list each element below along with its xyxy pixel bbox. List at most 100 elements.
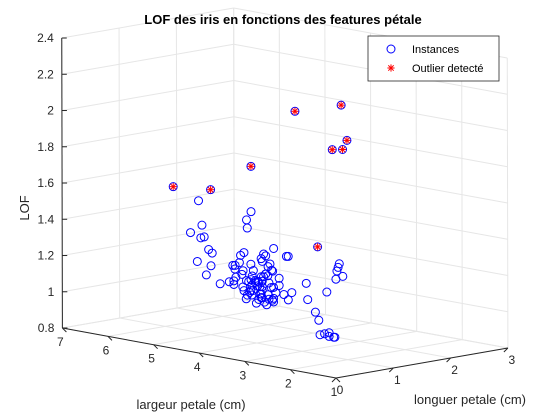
wall-grid-line [61, 80, 234, 112]
wall-grid-line [62, 225, 235, 257]
outlier-point-circle [290, 106, 300, 116]
x-tick-label: 2 [451, 363, 458, 377]
instance-point [334, 259, 344, 269]
x-tick-label: 0 [337, 383, 344, 397]
floor-grid-line [107, 305, 280, 337]
wall-grid-line [62, 297, 235, 329]
y-tick-label: 7 [57, 335, 64, 349]
z-tick-label: 2.4 [37, 31, 54, 45]
wall-grid-line [61, 7, 234, 39]
y-tick-label: 2 [285, 377, 292, 391]
y-tick-label: 1 [331, 385, 338, 399]
instance-point [246, 275, 256, 285]
wall-grid-line [234, 225, 508, 276]
instance-point [229, 276, 239, 286]
instance-point [241, 215, 251, 225]
instance-point [186, 228, 196, 238]
instance-point [259, 272, 269, 282]
outlier-point-circle [246, 161, 256, 171]
instance-point [255, 289, 265, 299]
y-tick-mark [62, 327, 67, 333]
legend-circle-marker [386, 44, 396, 54]
instance-point [230, 264, 240, 274]
instance-point [301, 278, 311, 288]
outlier-point-asterisk [337, 101, 345, 109]
chart-title: LOF des iris en fonctions des features p… [144, 12, 421, 27]
instance-point [324, 331, 334, 341]
instance-point [201, 270, 211, 280]
z-tick-label: 1.6 [37, 176, 54, 190]
wall-grid-line [61, 116, 234, 148]
legend-entry-instances: Instances [386, 44, 460, 56]
instance-point [236, 250, 246, 260]
x-axis-line [335, 347, 508, 379]
wall-grid-line [62, 261, 235, 293]
instance-point [303, 295, 313, 305]
outlier-point-asterisk [328, 146, 336, 154]
y-tick-mark [153, 344, 158, 350]
instance-point [194, 196, 204, 206]
instance-point [283, 251, 293, 261]
instance-point [246, 286, 256, 296]
instance-point [254, 294, 264, 304]
instance-point [242, 290, 252, 300]
instance-point [196, 233, 206, 243]
instance-point [259, 297, 269, 307]
outlier-point-circle [338, 145, 348, 155]
instance-point [269, 243, 279, 253]
z-axis-label: LOF [17, 195, 32, 220]
instance-point [269, 297, 279, 307]
z-tick-label: 2.2 [37, 67, 54, 81]
wall-grid-line [61, 152, 235, 184]
instance-point [246, 207, 256, 217]
legend-box [367, 35, 500, 82]
x-tick-mark [331, 377, 337, 383]
y-tick-mark [335, 377, 341, 383]
legend-entry-outliers: Outlier detecté [387, 63, 484, 75]
x-tick-mark [503, 347, 509, 353]
y-tick-label: 3 [239, 368, 246, 382]
floor-grid-line [290, 339, 463, 371]
instance-point [241, 276, 251, 286]
instance-point [261, 251, 271, 261]
instance-point [283, 295, 293, 305]
data-markers [168, 100, 352, 342]
instance-point [256, 254, 266, 264]
instance-point [279, 290, 289, 300]
z-tick-label: 1 [48, 285, 55, 299]
instance-point [199, 232, 209, 242]
instance-point [264, 278, 274, 288]
instance-point [224, 277, 234, 287]
legend-label-instances: Instances [412, 44, 460, 56]
instance-point [257, 276, 267, 286]
wall-grid-line [233, 116, 508, 168]
outlier-point-circle [327, 145, 337, 155]
outlier-point-circle [206, 185, 216, 195]
outlier-point-circle [336, 100, 346, 110]
instance-point [330, 332, 340, 342]
outlier-point-asterisk [338, 145, 347, 154]
outlier-point-circle [168, 182, 178, 192]
floor-grid-line [199, 322, 372, 354]
instance-point [274, 273, 284, 283]
instance-point [333, 262, 343, 272]
grid-lines [61, 7, 509, 379]
x-tick-mark [388, 367, 394, 373]
instance-point [287, 288, 297, 298]
instance-point [215, 279, 225, 289]
outlier-point-circle [342, 135, 352, 145]
instance-point [264, 294, 274, 304]
y-axis-label: largeur petale (cm) [136, 397, 245, 412]
instance-point [338, 271, 348, 281]
instance-point [207, 248, 217, 258]
instance-point [261, 269, 271, 279]
x-tick-label: 1 [394, 373, 401, 387]
instance-point [281, 251, 291, 261]
floor-grid-line [244, 330, 417, 362]
wall-grid-line [233, 80, 508, 131]
z-tick-label: 1.2 [38, 249, 55, 263]
instance-point [266, 282, 276, 292]
